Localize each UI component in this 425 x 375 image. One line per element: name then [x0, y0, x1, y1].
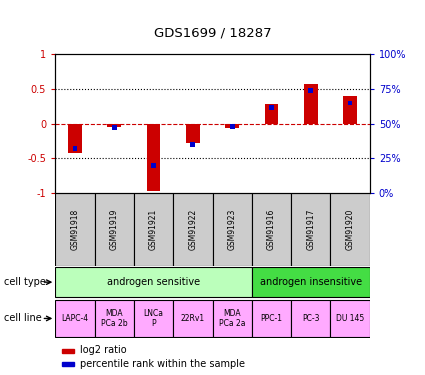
Text: LAPC-4: LAPC-4: [61, 314, 88, 323]
FancyBboxPatch shape: [94, 300, 134, 337]
FancyBboxPatch shape: [94, 193, 134, 266]
Bar: [269, 105, 274, 110]
Text: GSM91916: GSM91916: [267, 209, 276, 250]
FancyBboxPatch shape: [331, 193, 370, 266]
Text: log2 ratio: log2 ratio: [80, 345, 127, 355]
Text: GSM91920: GSM91920: [346, 209, 354, 250]
FancyBboxPatch shape: [212, 193, 252, 266]
Bar: [108, 124, 121, 127]
FancyBboxPatch shape: [252, 267, 370, 297]
Text: GSM91921: GSM91921: [149, 209, 158, 250]
Bar: [309, 88, 313, 93]
Bar: [304, 84, 317, 124]
Text: androgen sensitive: androgen sensitive: [107, 277, 200, 287]
FancyBboxPatch shape: [173, 300, 212, 337]
Text: 22Rv1: 22Rv1: [181, 314, 205, 323]
Bar: [112, 126, 116, 130]
FancyBboxPatch shape: [252, 300, 291, 337]
Text: GSM91918: GSM91918: [71, 209, 79, 250]
Bar: [73, 146, 77, 151]
Text: DU 145: DU 145: [336, 314, 364, 323]
Bar: [151, 163, 156, 168]
FancyBboxPatch shape: [212, 300, 252, 337]
Text: cell type: cell type: [4, 277, 46, 287]
Bar: [348, 100, 352, 105]
Bar: [147, 124, 160, 191]
Text: cell line: cell line: [4, 314, 42, 324]
Text: LNCa
P: LNCa P: [144, 309, 164, 328]
Bar: [225, 124, 239, 128]
Text: MDA
PCa 2b: MDA PCa 2b: [101, 309, 128, 328]
FancyBboxPatch shape: [134, 300, 173, 337]
FancyBboxPatch shape: [55, 300, 94, 337]
Text: GDS1699 / 18287: GDS1699 / 18287: [154, 26, 271, 39]
Bar: [190, 142, 195, 147]
Text: PPC-1: PPC-1: [261, 314, 283, 323]
Bar: [343, 96, 357, 124]
FancyBboxPatch shape: [291, 193, 331, 266]
Text: GSM91917: GSM91917: [306, 209, 315, 250]
Bar: [186, 124, 200, 143]
Bar: [62, 349, 74, 353]
Bar: [230, 124, 235, 129]
Bar: [62, 362, 74, 366]
FancyBboxPatch shape: [134, 193, 173, 266]
FancyBboxPatch shape: [291, 300, 331, 337]
Bar: [68, 124, 82, 153]
FancyBboxPatch shape: [331, 300, 370, 337]
FancyBboxPatch shape: [173, 193, 212, 266]
FancyBboxPatch shape: [55, 267, 252, 297]
FancyBboxPatch shape: [252, 193, 291, 266]
Text: MDA
PCa 2a: MDA PCa 2a: [219, 309, 245, 328]
Text: GSM91923: GSM91923: [228, 209, 237, 250]
Text: percentile rank within the sample: percentile rank within the sample: [80, 358, 245, 369]
Text: PC-3: PC-3: [302, 314, 320, 323]
Text: GSM91922: GSM91922: [188, 209, 197, 250]
Text: androgen insensitive: androgen insensitive: [260, 277, 362, 287]
Bar: [265, 104, 278, 124]
FancyBboxPatch shape: [55, 193, 94, 266]
Text: GSM91919: GSM91919: [110, 209, 119, 250]
